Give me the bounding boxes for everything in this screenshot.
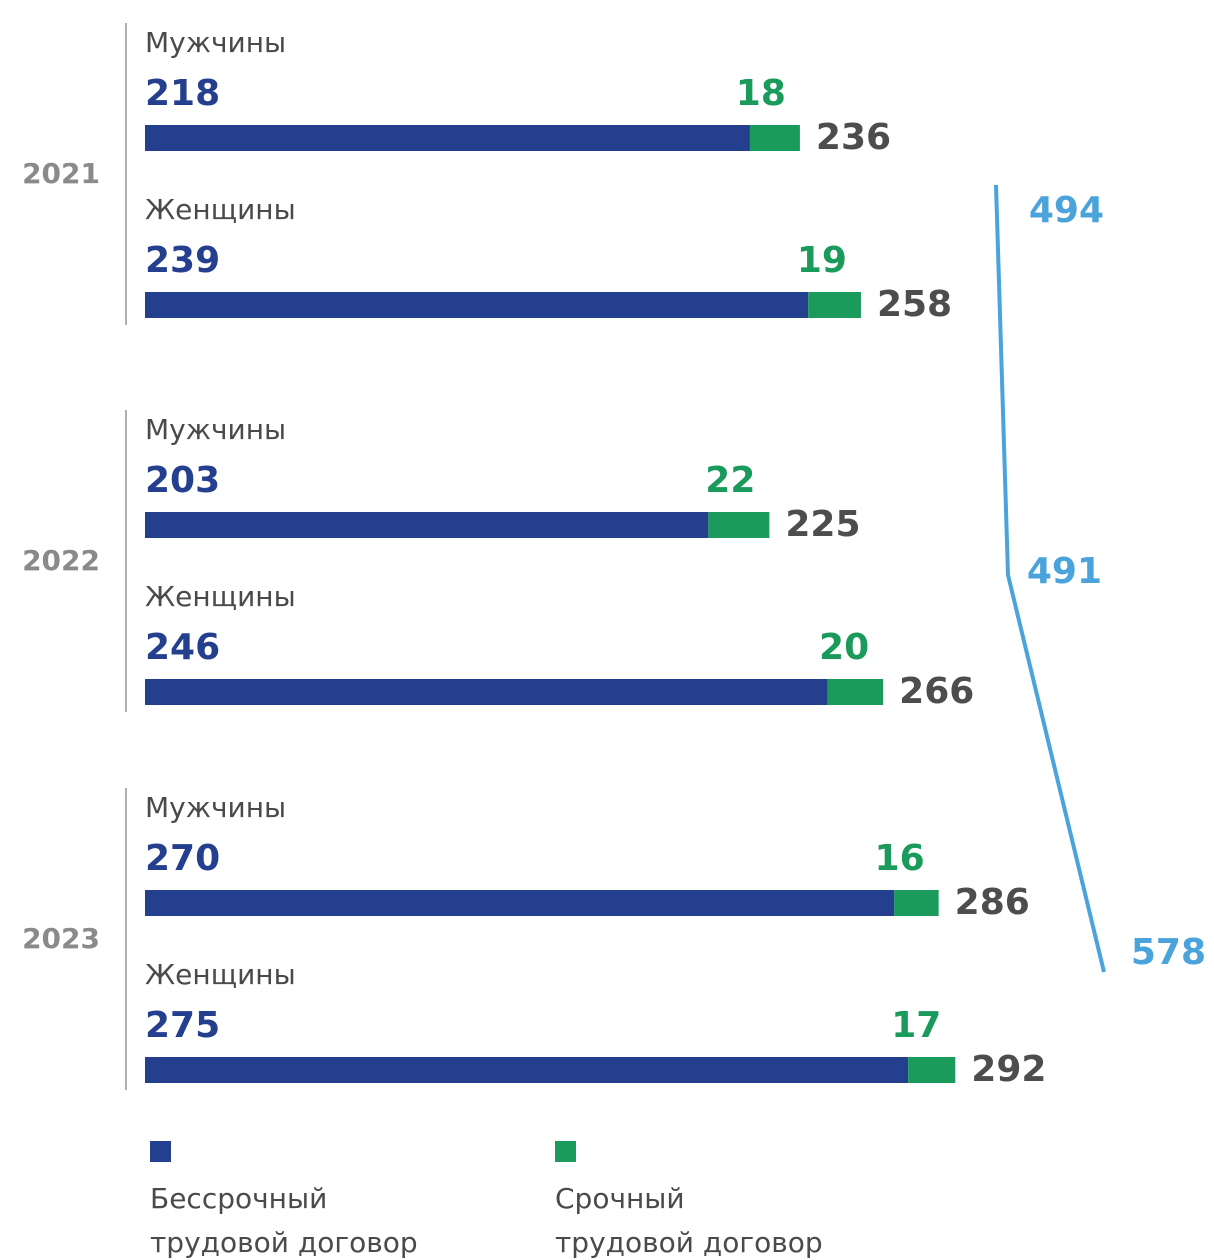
permanent-value-label: 203 (145, 460, 220, 501)
legend-label-line2: трудовой договор (555, 1226, 823, 1259)
legend-label: Срочный (555, 1182, 685, 1215)
year-label: 2021 (22, 157, 100, 190)
gender-label: Мужчины (145, 26, 286, 59)
legend-swatch (555, 1141, 576, 1162)
row-total-label: 225 (785, 504, 860, 545)
permanent-bar (145, 125, 750, 151)
row-total-label: 236 (816, 117, 891, 158)
temporary-value-label: 20 (819, 627, 869, 668)
temporary-value-label: 17 (891, 1005, 941, 1046)
year-total-label: 578 (1131, 932, 1206, 973)
permanent-value-label: 270 (145, 838, 220, 879)
temporary-bar (827, 679, 884, 705)
permanent-value-label: 239 (145, 240, 220, 281)
temporary-bar (808, 292, 861, 318)
legend-label-line2: трудовой договор (150, 1226, 418, 1259)
temporary-value-label: 16 (875, 838, 925, 879)
year-total-line (994, 184, 1106, 973)
row-total-label: 292 (971, 1049, 1046, 1090)
gender-label: Женщины (145, 580, 296, 613)
gender-label: Мужчины (145, 791, 286, 824)
gender-label: Женщины (145, 193, 296, 226)
temporary-value-label: 22 (705, 460, 755, 501)
temporary-bar (708, 512, 770, 538)
year-total-label: 491 (1027, 551, 1102, 592)
year-label: 2022 (22, 544, 100, 577)
temporary-bar (908, 1057, 956, 1083)
permanent-bar (145, 679, 828, 705)
year-label: 2023 (22, 922, 100, 955)
temporary-bar (894, 890, 939, 916)
legend-swatch (150, 1141, 171, 1162)
permanent-bar (145, 890, 895, 916)
temporary-value-label: 18 (736, 73, 786, 114)
temporary-bar (749, 125, 800, 151)
row-total-label: 266 (899, 671, 974, 712)
row-total-label: 286 (955, 882, 1030, 923)
permanent-bar (145, 292, 809, 318)
gender-label: Мужчины (145, 413, 286, 446)
permanent-value-label: 275 (145, 1005, 220, 1046)
permanent-value-label: 218 (145, 73, 220, 114)
permanent-bar (145, 512, 709, 538)
gender-label: Женщины (145, 958, 296, 991)
row-total-label: 258 (877, 284, 952, 325)
temporary-value-label: 19 (797, 240, 847, 281)
permanent-value-label: 246 (145, 627, 220, 668)
permanent-bar (145, 1057, 909, 1083)
legend-label: Бессрочный (150, 1182, 327, 1215)
year-total-label: 494 (1029, 190, 1104, 231)
